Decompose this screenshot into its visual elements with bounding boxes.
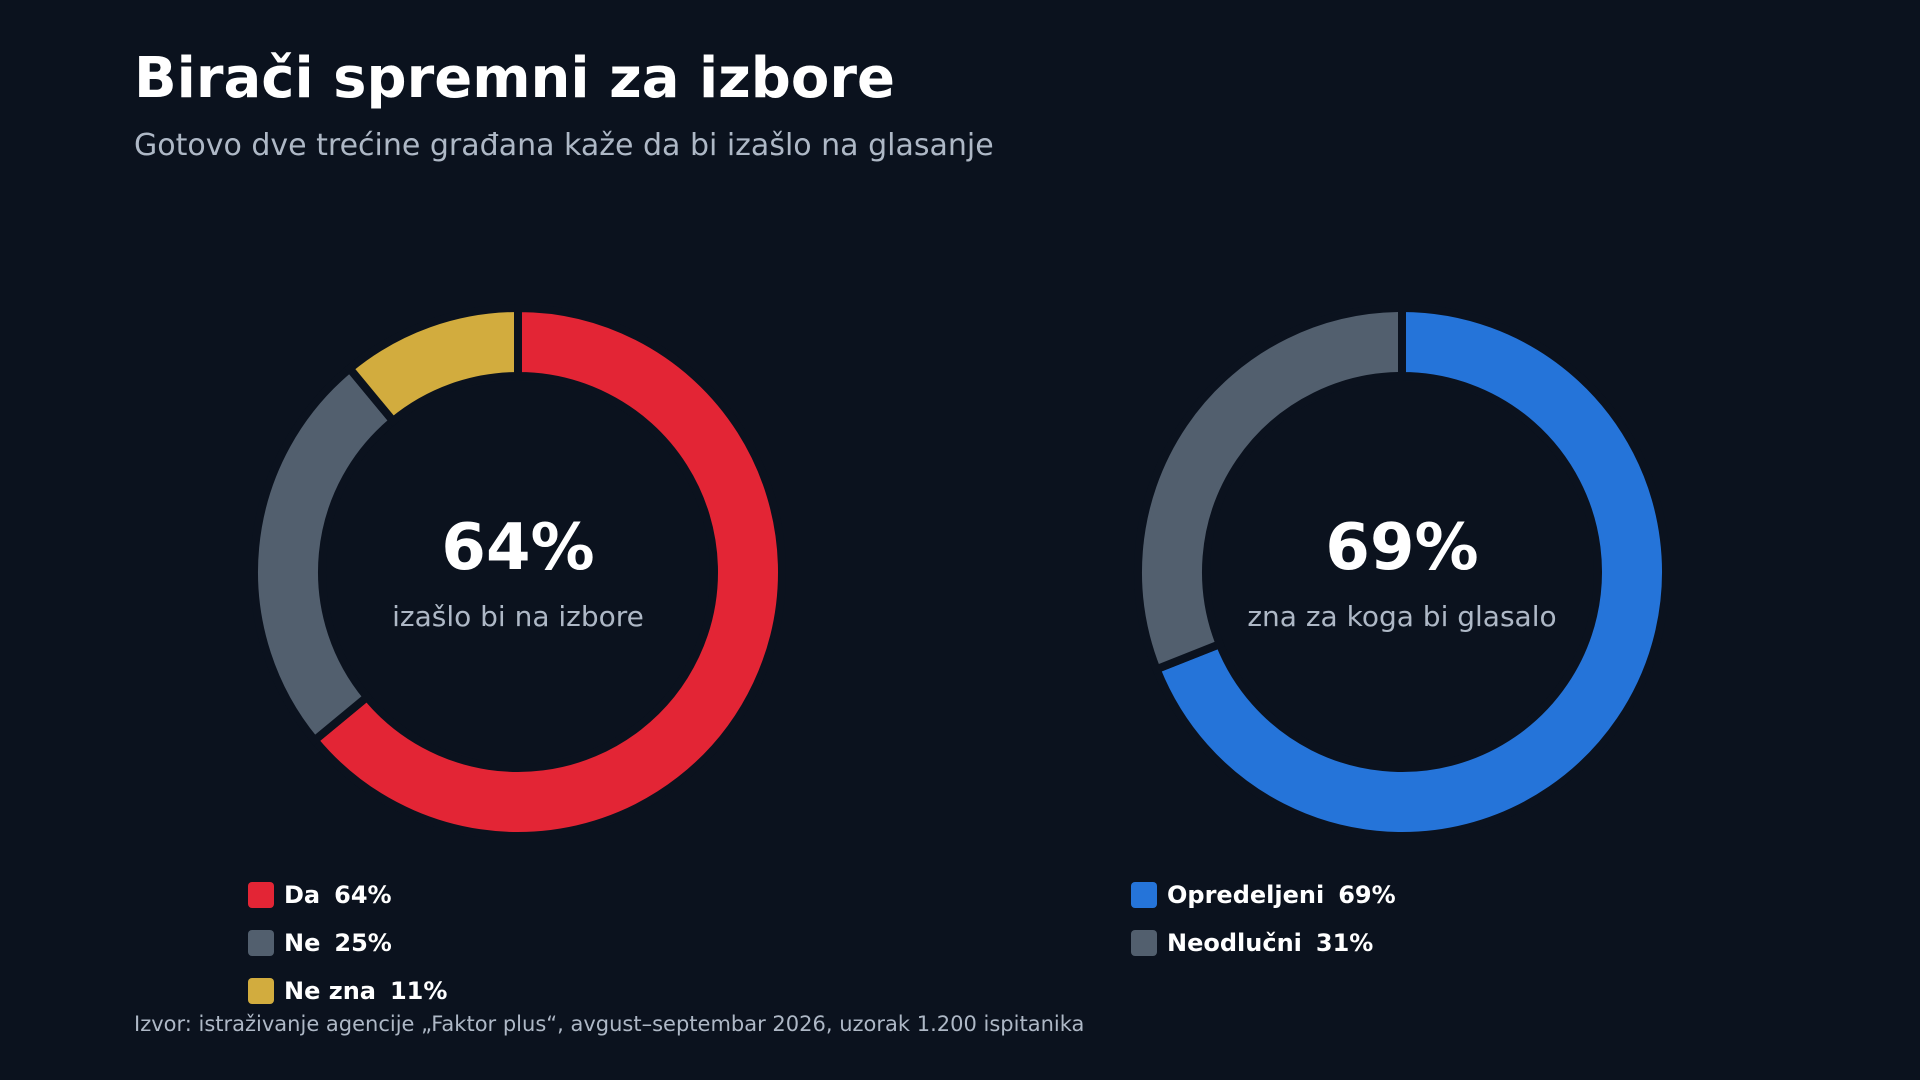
legend-swatch: [248, 978, 274, 1004]
legend-label: Ne: [284, 929, 321, 957]
chart-subtitle: Gotovo dve trećine građana kaže da bi iz…: [134, 128, 994, 163]
legend-item-da: Da 64%: [248, 871, 447, 919]
donut-slice-ne: [250, 362, 399, 746]
donut-slice-opredeljeni: [1151, 303, 1670, 840]
legend-value: 11%: [389, 977, 448, 1005]
source-note: Izvor: istraživanje agencije „Faktor plu…: [134, 1012, 1085, 1036]
legend-item-opredeljeni: Opredeljeni 69%: [1131, 871, 1396, 919]
legend-swatch: [1131, 930, 1157, 956]
turnout-donut-chart: 64% izašlo bi na izbore: [250, 303, 786, 840]
turnout-center-value: 64%: [441, 511, 594, 585]
turnout-legend: Da 64% Ne 25% Ne zna 11%: [248, 871, 447, 1015]
legend-item-neodlucni: Neodlučni 31%: [1131, 919, 1396, 967]
legend-item-ne: Ne 25%: [248, 919, 447, 967]
legend-label: Da: [284, 881, 321, 909]
legend-label: Ne zna: [284, 977, 376, 1005]
decided-donut-chart: 69% zna za koga bi glasalo: [1134, 303, 1670, 840]
legend-value: 31%: [1315, 929, 1374, 957]
legend-label: Neodlučni: [1167, 929, 1302, 957]
chart-title: Birači spremni za izbore: [134, 46, 895, 111]
donut-slice-ne-zna: [344, 303, 522, 427]
decided-center-label: zna za koga bi glasalo: [1247, 600, 1556, 633]
legend-item-ne-zna: Ne zna 11%: [248, 967, 447, 1015]
legend-swatch: [248, 882, 274, 908]
donut-slice-neodlučni: [1134, 303, 1406, 675]
decided-center-value: 69%: [1325, 511, 1478, 585]
turnout-center-label: izašlo bi na izbore: [392, 600, 644, 633]
donut-slice-da: [308, 303, 786, 840]
legend-value: 64%: [334, 881, 392, 909]
legend-value: 25%: [334, 929, 392, 957]
legend-label: Opredeljeni: [1167, 881, 1325, 909]
legend-swatch: [1131, 882, 1157, 908]
legend-swatch: [248, 930, 274, 956]
legend-value: 69%: [1338, 881, 1396, 909]
decided-legend: Opredeljeni 69% Neodlučni 31%: [1131, 871, 1396, 967]
